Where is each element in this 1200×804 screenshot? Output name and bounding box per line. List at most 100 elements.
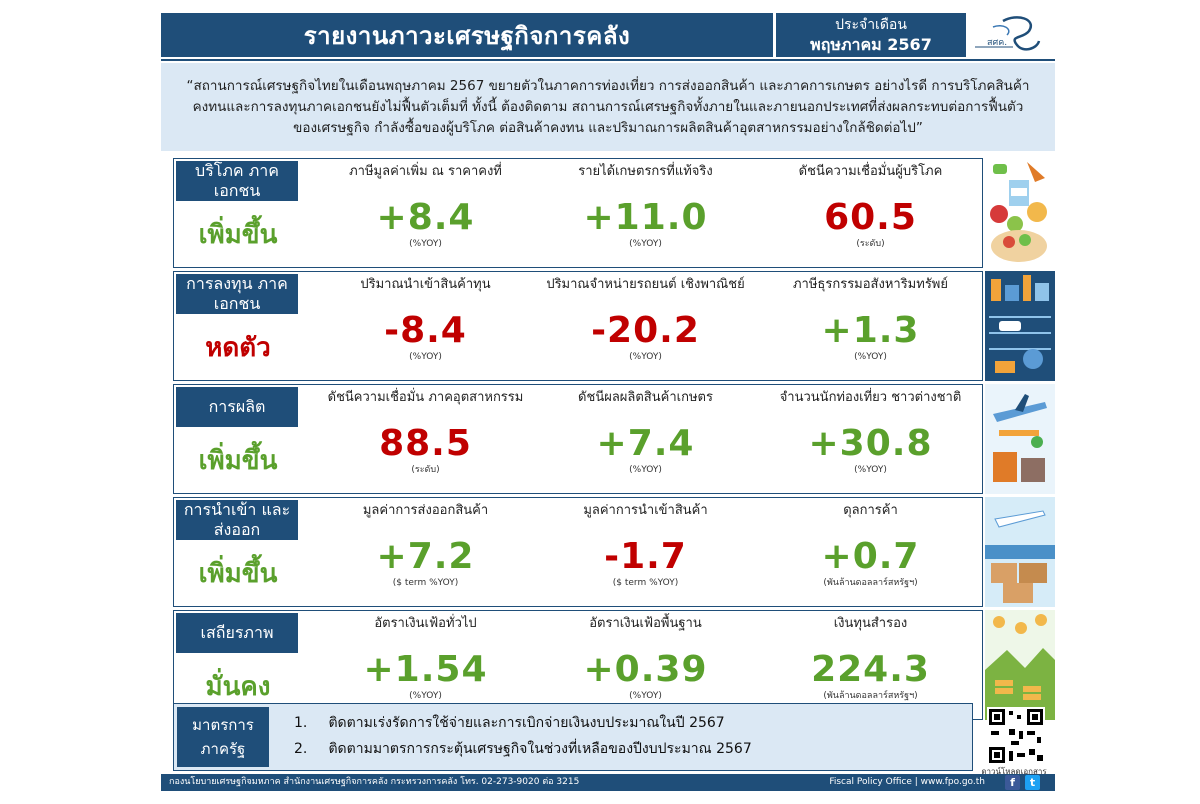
coins-illustration-icon (985, 610, 1055, 720)
section-trend: เพิ่มขึ้น (198, 445, 278, 476)
metric-unit: (%YOY) (409, 352, 442, 362)
section-trade: การนำเข้า และส่งออก เพิ่มขึ้น มูลค่าการส… (173, 497, 1055, 607)
industry-illustration-icon (985, 271, 1055, 381)
report-period: ประจำเดือน พฤษภาคม 2567 (776, 13, 966, 57)
government-measures: มาตรการ ภาครัฐ 1. ติดตามเร่งรัดการใช้จ่า… (173, 703, 973, 771)
metric-commercial-car-sales: ปริมาณจำหน่ายรถยนต์ เชิงพาณิชย์ -20.2 (%… (538, 275, 753, 377)
metric-unit: (%YOY) (629, 352, 662, 362)
metric-value: +0.7 (821, 536, 920, 577)
period-month: พฤษภาคม 2567 (810, 35, 932, 54)
section-label: การผลิต (176, 387, 298, 427)
qr-code-icon[interactable] (987, 707, 1045, 765)
header-divider (161, 59, 1055, 61)
metric-unit: (%YOY) (629, 691, 662, 701)
section-label: เสถียรภาพ (176, 613, 298, 653)
metric-value: +7.4 (596, 423, 695, 464)
measure-number: 2. (294, 741, 308, 757)
metric-core-inflation: อัตราเงินเฟ้อพื้นฐาน +0.39 (%YOY) (538, 614, 753, 716)
metric-name: มูลค่าการนำเข้าสินค้า (583, 503, 708, 518)
metric-unit: (%YOY) (409, 691, 442, 701)
metric-headline-inflation: อัตราเงินเฟ้อทั่วไป +1.54 (%YOY) (318, 614, 533, 716)
metric-unit: ($ term %YOY) (392, 578, 459, 588)
measure-text: ติดตามมาตรการกระตุ้นเศรษฐกิจในช่วงที่เหล… (328, 741, 752, 757)
metric-name: อัตราเงินเฟ้อพื้นฐาน (589, 616, 702, 631)
logo-text: สศค. (987, 38, 1007, 48)
metric-real-estate-tax: ภาษีธุรกรรมอสังหาริมทรัพย์ +1.3 (%YOY) (763, 275, 978, 377)
measure-item: 1. ติดตามเร่งรัดการใช้จ่ายและการเบิกจ่าย… (294, 712, 725, 734)
section-stability: เสถียรภาพ มั่นคง อัตราเงินเฟ้อทั่วไป +1.… (173, 610, 1055, 720)
metric-value: +30.8 (808, 423, 933, 464)
metric-value: +0.39 (583, 649, 708, 690)
measure-number: 1. (294, 715, 308, 731)
metric-capital-imports: ปริมาณนำเข้าสินค้าทุน -8.4 (%YOY) (318, 275, 533, 377)
metric-unit: (%YOY) (629, 465, 662, 475)
measure-item: 2. ติดตามมาตรการกระตุ้นเศรษฐกิจในช่วงที่… (294, 738, 752, 760)
metric-unit: (ระดับ) (411, 465, 440, 475)
section-box (173, 271, 983, 381)
section-label: บริโภค ภาคเอกชน (176, 161, 298, 201)
metric-foreign-tourists: จำนวนนักท่องเที่ยว ชาวต่างชาติ +30.8 (%Y… (763, 388, 978, 490)
metric-name: ดัชนีความเชื่อมั่นผู้บริโภค (798, 164, 943, 179)
twitter-icon[interactable]: t (1025, 775, 1040, 790)
metric-name: จำนวนนักท่องเที่ยว ชาวต่างชาติ (779, 390, 962, 405)
footer-bar: กองนโยบายเศรษฐกิจมหภาค สำนักงานเศรษฐกิจก… (161, 774, 1055, 791)
metric-value: +1.3 (821, 310, 920, 351)
report-title: รายงานภาวะเศรษฐกิจการคลัง (161, 13, 773, 57)
measure-text: ติดตามเร่งรัดการใช้จ่ายและการเบิกจ่ายเงิ… (328, 715, 725, 731)
summary-text: “สถานการณ์เศรษฐกิจไทยในเดือนพฤษภาคม 2567… (161, 63, 1055, 151)
metric-unit: (%YOY) (409, 239, 442, 249)
period-label: ประจำเดือน (835, 17, 907, 33)
footer-website[interactable]: Fiscal Policy Office | www.fpo.go.th (829, 777, 985, 787)
travel-illustration-icon (985, 384, 1055, 494)
metric-consumer-confidence: ดัชนีความเชื่อมั่นผู้บริโภค 60.5 (ระดับ) (763, 162, 978, 264)
metric-value: -8.4 (384, 310, 467, 351)
section-label: การนำเข้า และส่งออก (176, 500, 298, 540)
metric-value: 224.3 (811, 649, 930, 690)
metric-name: ดุลการค้า (843, 503, 898, 518)
metric-unit: (%YOY) (854, 465, 887, 475)
facebook-icon[interactable]: f (1005, 775, 1020, 790)
metric-name: ปริมาณนำเข้าสินค้าทุน (360, 277, 491, 292)
metric-unit: (%YOY) (629, 239, 662, 249)
metric-unit: (พันล้านดอลลาร์สหรัฐฯ) (823, 578, 918, 588)
measures-label: มาตรการ ภาครัฐ (177, 707, 269, 767)
metric-name: เงินทุนสำรอง (833, 616, 908, 631)
metric-value: -1.7 (604, 536, 687, 577)
metric-value: +7.2 (376, 536, 475, 577)
section-private-investment: การลงทุน ภาคเอกชน หดตัว ปริมาณนำเข้าสินค… (173, 271, 1055, 381)
groceries-illustration-icon (985, 158, 1055, 268)
metric-value: +8.4 (376, 197, 475, 238)
qr-caption: ดาวน์โหลดเอกสาร (981, 767, 1047, 776)
footer-contact: กองนโยบายเศรษฐกิจมหภาค สำนักงานเศรษฐกิจก… (169, 777, 580, 787)
section-trend: เพิ่มขึ้น (198, 558, 278, 589)
metric-vat: ภาษีมูลค่าเพิ่ม ณ ราคาคงที่ +8.4 (%YOY) (318, 162, 533, 264)
section-trend: เพิ่มขึ้น (198, 219, 278, 250)
metric-unit: (%YOY) (854, 352, 887, 362)
metric-name: ดัชนีผลผลิตสินค้าเกษตร (578, 390, 713, 405)
metric-farm-income: รายได้เกษตรกรที่แท้จริง +11.0 (%YOY) (538, 162, 753, 264)
metric-value: -20.2 (591, 310, 700, 351)
metric-name: อัตราเงินเฟ้อทั่วไป (374, 616, 477, 631)
section-label: การลงทุน ภาคเอกชน (176, 274, 298, 314)
metric-unit: (พันล้านดอลลาร์สหรัฐฯ) (823, 691, 918, 701)
section-box (173, 384, 983, 494)
metric-industrial-confidence: ดัชนีความเชื่อมั่น ภาคอุตสาหกรรม 88.5 (ร… (318, 388, 533, 490)
metric-unit: ($ term %YOY) (612, 578, 679, 588)
shipping-illustration-icon (985, 497, 1055, 607)
section-trend: มั่นคง (205, 671, 271, 702)
metric-name: ดัชนีความเชื่อมั่น ภาคอุตสาหกรรม (327, 390, 524, 405)
metric-reserves: เงินทุนสำรอง 224.3 (พันล้านดอลลาร์สหรัฐฯ… (763, 614, 978, 716)
section-box (173, 610, 983, 720)
section-production: การผลิต เพิ่มขึ้น ดัชนีความเชื่อมั่น ภาค… (173, 384, 1055, 494)
section-private-consumption: บริโภค ภาคเอกชน เพิ่มขึ้น ภาษีมูลค่าเพิ่… (173, 158, 1055, 268)
metric-name: ปริมาณจำหน่ายรถยนต์ เชิงพาณิชย์ (546, 277, 745, 292)
metric-trade-balance: ดุลการค้า +0.7 (พันล้านดอลลาร์สหรัฐฯ) (763, 501, 978, 603)
metric-exports: มูลค่าการส่งออกสินค้า +7.2 ($ term %YOY) (318, 501, 533, 603)
metric-agri-output: ดัชนีผลผลิตสินค้าเกษตร +7.4 (%YOY) (538, 388, 753, 490)
section-trend: หดตัว (205, 332, 271, 363)
metric-name: มูลค่าการส่งออกสินค้า (362, 503, 489, 518)
section-box (173, 158, 983, 268)
metric-name: ภาษีธุรกรรมอสังหาริมทรัพย์ (792, 277, 948, 292)
metric-name: ภาษีมูลค่าเพิ่ม ณ ราคาคงที่ (349, 164, 502, 179)
metric-name: รายได้เกษตรกรที่แท้จริง (578, 164, 713, 179)
